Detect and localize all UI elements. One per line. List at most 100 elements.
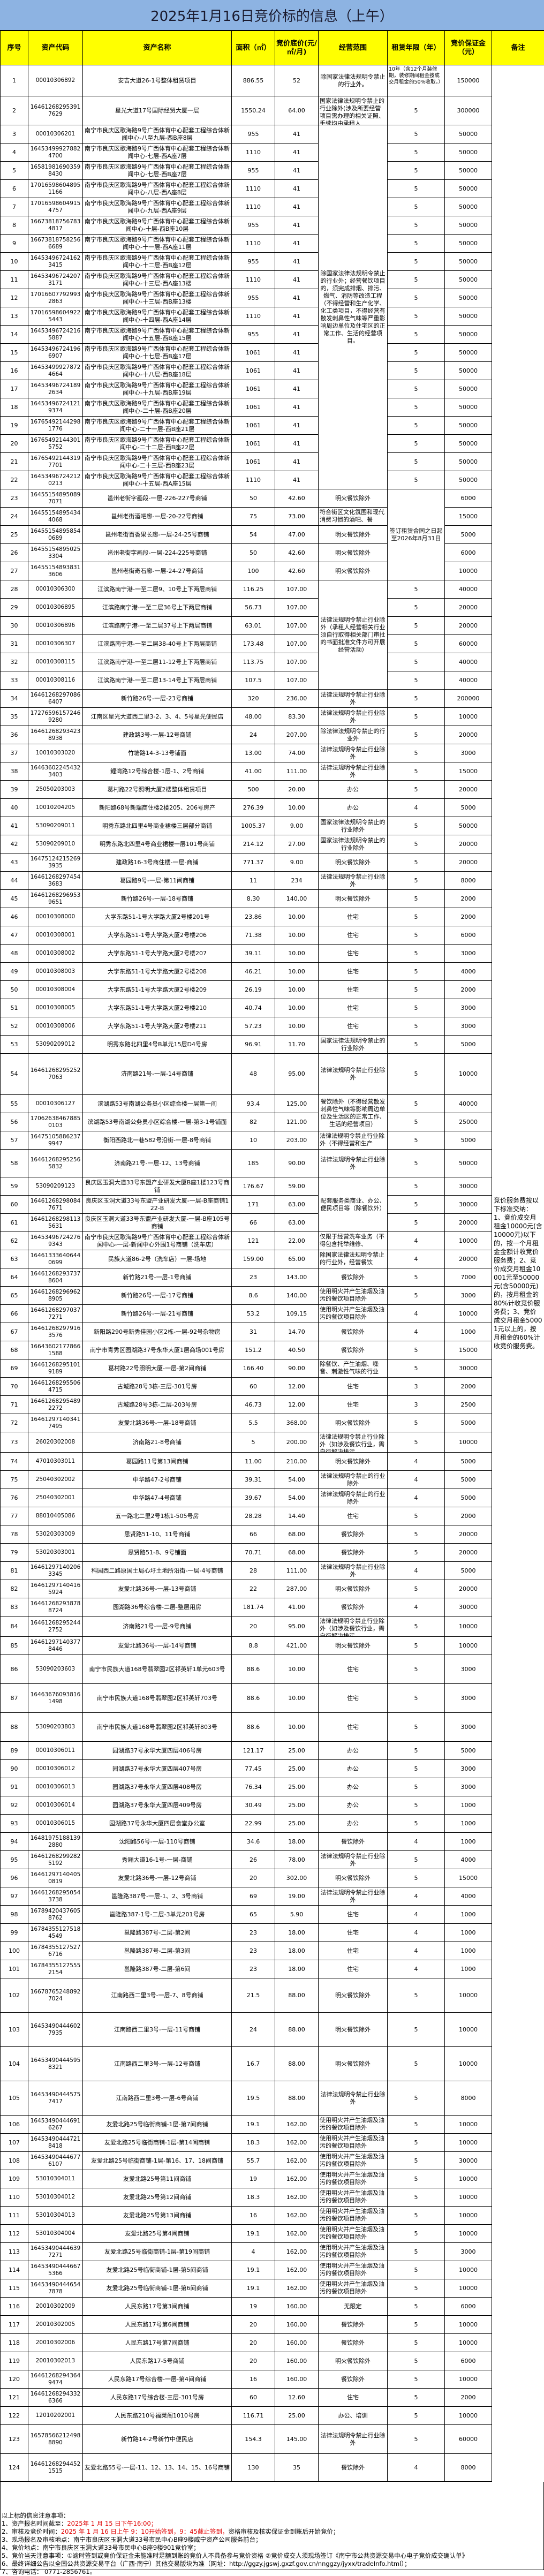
cell-asset-code: 164612682937378604 <box>28 1268 83 1287</box>
cell-business-scope-text: 国家法律法规明令禁止的行业除外 <box>319 1036 387 1053</box>
cell-lease-term: 5 <box>388 143 445 162</box>
cell-lease-term-text: 5 <box>388 835 444 853</box>
cell-lease-term-text: 5 <box>388 2298 444 2315</box>
cell-deposit: 50000 <box>445 471 492 489</box>
cell-deposit-text: 50000 <box>445 216 492 234</box>
cell-business-scope: 明火餐饮除外 <box>319 2047 388 2081</box>
cell-asset-code-text: 53090203803 <box>28 1713 82 1741</box>
cell-index-text: 50 <box>1 981 28 999</box>
cell-asset-name-text: 人民东路210号福莱阁1010号房 <box>83 2407 231 2424</box>
cell-asset-name-text: 江南路西二里3号-一层-12号商铺 <box>83 2047 231 2081</box>
cell-deposit: 50000 <box>445 453 492 471</box>
cell-asset-name: 明秀东路北四里4号商业裙楼三层部分商铺 <box>83 817 232 835</box>
cell-deposit: 1000 <box>445 1960 492 1978</box>
cell-lease-term-text: 4 <box>388 1887 444 1905</box>
cell-lease-term: 5 <box>388 1851 445 1869</box>
cell-base-price: 107.00 <box>275 671 319 690</box>
cell-lease-term: 5 <box>388 835 445 853</box>
cell-deposit: 4000 <box>445 963 492 981</box>
cell-business-scope: 使用明火并产生油烟及油污的餐饮项目除外 <box>319 2152 388 2170</box>
cell-index: 94 <box>1 1833 28 1851</box>
cell-base-price-text: 41 <box>275 471 318 489</box>
cell-base-price-text: 41.00 <box>275 1598 318 1616</box>
cell-index-text: 105 <box>1 2081 28 2115</box>
cell-asset-name: 南宁市良庆区歌海路9号广西体育中心配套工程综合体新闻中心-八层-西A座8层 <box>83 180 232 198</box>
cell-asset-code: 166436021778661588 <box>28 1341 83 1359</box>
cell-deposit-text: 1000 <box>445 1833 492 1850</box>
cell-index-text: 64 <box>1 1268 28 1286</box>
cell-asset-code-text: 166738187582566689 <box>28 235 82 252</box>
cell-business-scope: 餐饮除外 <box>319 1323 388 1341</box>
cell-asset-name-text: 滨湖路53号南湖公务员小区综合楼一层第一间 <box>83 1095 231 1113</box>
cell-base-price: 107.00 <box>275 635 319 653</box>
cell-base-price-text: 160.00 <box>275 2316 318 2333</box>
cell-deposit: 50000 <box>445 235 492 253</box>
cell-asset-code: 164612971403417495 <box>28 1414 83 1432</box>
cell-lease-term-text: 5 <box>388 143 444 161</box>
cell-asset-name: 中华路47-2号商铺 <box>83 1471 232 1489</box>
cell-base-price-text: 41 <box>275 307 318 325</box>
cell-base-price: 40.50 <box>275 1341 319 1359</box>
cell-asset-code: 164551548938313606 <box>28 562 83 580</box>
cell-asset-code: 00010306895 <box>28 599 83 617</box>
cell-business-scope-text: 使用明火并产生油烟及油污的餐饮项目除外 <box>319 2134 387 2151</box>
cell-index-text: 123 <box>1 2425 28 2453</box>
cell-lease-term: 5 <box>388 671 445 690</box>
cell-index: 115 <box>1 2279 28 2298</box>
cell-asset-name-text: 南宁市良庆区歌海路9号广西体育中心配套工程综合体新闻中心-二十层-西B座20层 <box>83 398 231 416</box>
cell-business-scope-text: 使用明火并产生油烟及油污的餐饮项目除外 <box>319 2225 387 2242</box>
cell-deposit-text: 15000 <box>445 508 492 525</box>
cell-asset-name: 邕隆路387号-二层-第2间 <box>83 1924 232 1942</box>
cell-asset-name: 江南路西二里3号-一层-12号商铺 <box>83 2047 232 2081</box>
cell-asset-code-text: 164534967241219374 <box>28 398 82 416</box>
cell-asset-code: 164612682970377271 <box>28 1305 83 1323</box>
cell-index-text: 93 <box>1 1815 28 1832</box>
cell-lease-term: 5 <box>388 125 445 143</box>
cell-deposit-text: 50000 <box>445 235 492 252</box>
cell-business-scope: 法律法规明令禁止行业除外（不得经营和生产 <box>319 1131 388 1150</box>
cell-deposit-text: 4000 <box>445 1887 492 1905</box>
cell-lease-term: 5 <box>388 2170 445 2188</box>
cell-deposit-text: 10000 <box>445 1305 492 1323</box>
cell-deposit: 25000 <box>445 1113 492 1131</box>
cell-index: 50 <box>1 981 28 999</box>
cell-base-price: 10.00 <box>275 945 319 963</box>
cell-base-price: 302.00 <box>275 1869 319 1887</box>
cell-lease-term-text: 5 <box>388 1684 444 1712</box>
cell-deposit-text: 10000 <box>445 2047 492 2081</box>
cell-lease-term: 4 <box>388 1833 445 1851</box>
cell-base-price-text: 41 <box>275 271 318 289</box>
cell-asset-code: 20010302006 <box>28 2334 83 2352</box>
cell-deposit: 5000 <box>445 1036 492 1054</box>
cell-deposit: 60000 <box>445 2425 492 2454</box>
cell-lease-term-text: 4 <box>388 1453 444 1470</box>
cell-index-text: 5 <box>1 162 28 179</box>
cell-index: 83 <box>1 1598 28 1616</box>
cell-index: 91 <box>1 1778 28 1796</box>
cell-lease-term: 5 <box>388 690 445 708</box>
cell-lease-term-text: 5 <box>388 2425 444 2453</box>
cell-area: 500 <box>232 781 275 799</box>
cell-asset-name-text: 葛园路9号-一层-第11间商铺 <box>83 872 231 889</box>
cell-index: 25 <box>1 526 28 544</box>
cell-lease-term-text: 4 <box>388 1924 444 1942</box>
cell-deposit-text: 2000 <box>445 890 492 908</box>
remark-text: 竞价服务费按以下标准交纳：1、竞价成交月租金10000元(含10000元)以下的… <box>492 1196 544 1350</box>
cell-base-price-text: 10.00 <box>275 908 318 926</box>
cell-base-price-text: 287.00 <box>275 1580 318 1598</box>
cell-base-price: 10.00 <box>275 1655 319 1684</box>
cell-area: 181.74 <box>232 1598 275 1616</box>
cell-deposit: 30000 <box>445 1177 492 1196</box>
cell-index: 99 <box>1 1924 28 1942</box>
cell-asset-code-text: 164612682943649474 <box>28 2370 82 2388</box>
